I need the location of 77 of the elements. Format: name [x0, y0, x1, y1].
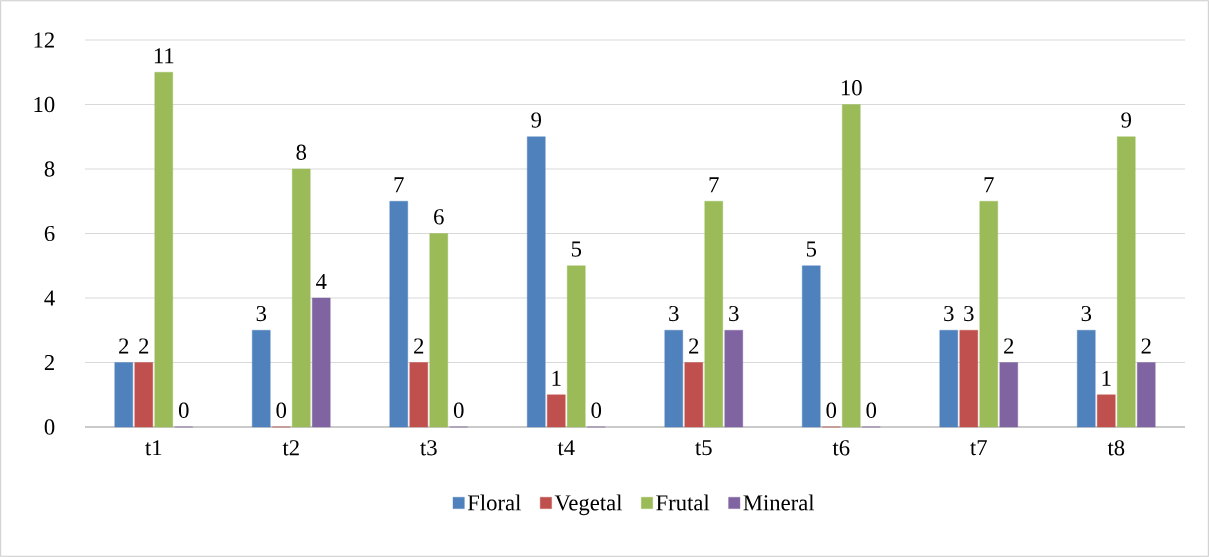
- bar: [1097, 394, 1116, 428]
- data-label: 10: [841, 80, 862, 96]
- x-tick-label: t7: [970, 440, 987, 456]
- bar: [409, 362, 428, 428]
- x-tick-label: t4: [557, 440, 575, 456]
- bar: [389, 201, 408, 428]
- y-tick-label: 12: [34, 32, 54, 48]
- bar: [1077, 330, 1096, 428]
- data-label: 1: [1102, 370, 1111, 386]
- data-label: 3: [729, 305, 739, 322]
- bar: [1117, 136, 1136, 428]
- data-label: 0: [178, 402, 189, 418]
- legend-label: Floral: [467, 494, 521, 511]
- data-label: 11: [154, 48, 174, 64]
- bar: [939, 330, 958, 428]
- y-tick-label: 8: [44, 161, 55, 177]
- data-label: 2: [414, 338, 424, 354]
- data-label: 0: [276, 402, 287, 418]
- data-label: 2: [139, 338, 149, 354]
- data-label: 0: [591, 402, 602, 418]
- data-label: 3: [1081, 305, 1092, 322]
- legend-label: Vegetal: [554, 494, 623, 516]
- bar: [292, 168, 311, 428]
- y-tick-label: 0: [44, 419, 55, 435]
- data-label: 2: [1004, 338, 1014, 354]
- bar: [134, 362, 153, 428]
- data-label: 0: [453, 402, 464, 418]
- data-label: 3: [669, 305, 679, 322]
- y-tick-label: 10: [34, 96, 55, 113]
- x-tick-label: t3: [420, 440, 437, 456]
- x-tick-label: t8: [1107, 440, 1125, 456]
- bar: [842, 104, 861, 428]
- bar: [252, 330, 271, 428]
- bar: [802, 265, 821, 428]
- data-label: 5: [806, 241, 817, 257]
- legend-label: Mineral: [743, 494, 815, 511]
- data-label: 0: [826, 402, 837, 418]
- bar: [664, 330, 683, 428]
- y-tick-label: 4: [44, 290, 55, 306]
- bar: [312, 297, 331, 428]
- data-label: 7: [984, 177, 994, 193]
- bar: [1137, 362, 1156, 428]
- bar: [724, 330, 743, 428]
- x-tick-label: t6: [832, 440, 850, 456]
- y-tick-label: 2: [44, 354, 54, 370]
- bar: [154, 72, 173, 428]
- bar: [547, 394, 566, 428]
- bar: [429, 233, 448, 428]
- data-label: 0: [866, 402, 877, 418]
- data-label: 2: [689, 338, 699, 354]
- data-label: 7: [709, 177, 719, 193]
- data-label: 9: [1121, 112, 1132, 128]
- bar: [979, 201, 998, 428]
- x-tick-label: t1: [145, 440, 162, 456]
- x-tick-label: t2: [282, 440, 299, 456]
- data-label: 6: [434, 209, 444, 225]
- bar: [527, 136, 546, 428]
- data-label: 3: [964, 305, 974, 322]
- bar: [704, 201, 723, 428]
- data-label: 2: [1141, 338, 1151, 354]
- data-label: 9: [531, 112, 541, 128]
- bar: [114, 362, 133, 428]
- y-tick-label: 6: [44, 225, 55, 242]
- data-label: 8: [296, 144, 307, 160]
- data-label: 1: [552, 370, 561, 386]
- data-label: 7: [394, 177, 404, 193]
- data-label: 4: [316, 274, 327, 289]
- x-tick-label: t5: [695, 440, 712, 456]
- data-label: 3: [256, 305, 267, 322]
- data-label: 2: [119, 338, 129, 354]
- bar: [567, 265, 586, 428]
- legend-label: Frutal: [656, 494, 710, 511]
- data-label: 5: [571, 241, 582, 257]
- bar: [684, 362, 703, 428]
- data-label: 3: [944, 305, 954, 322]
- bar: [959, 330, 978, 428]
- bar: [999, 362, 1018, 428]
